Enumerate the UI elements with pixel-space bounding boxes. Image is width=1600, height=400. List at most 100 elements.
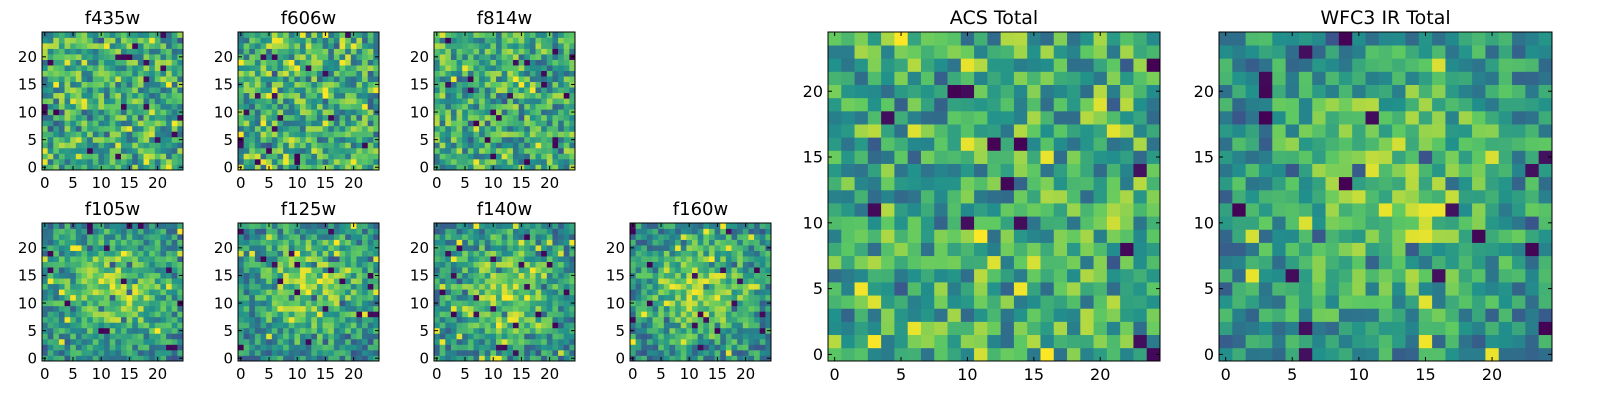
heatmap-cell — [288, 267, 295, 274]
heatmap-cell — [569, 256, 576, 262]
heatmap-cell — [484, 344, 491, 351]
heatmap-cell — [177, 158, 184, 165]
heatmap-cell — [243, 239, 250, 246]
heatmap-cell — [512, 43, 519, 49]
heatmap-cell — [283, 32, 290, 38]
heatmap-cell — [367, 305, 374, 312]
heatmap-cell — [154, 311, 161, 318]
heatmap-cell — [725, 261, 732, 268]
heatmap-cell — [496, 70, 503, 77]
heatmap-cell — [339, 48, 346, 55]
heatmap-cell — [541, 43, 548, 49]
heatmap-cell — [748, 283, 755, 290]
heatmap-cell — [87, 278, 94, 285]
heatmap-cell — [53, 245, 60, 251]
heatmap-cell — [535, 147, 542, 154]
heatmap-cell — [70, 245, 77, 251]
heatmap-cell — [98, 43, 105, 49]
heatmap-cell — [1013, 295, 1028, 309]
heatmap-cell — [120, 87, 127, 94]
heatmap-cell — [98, 245, 105, 251]
x-tick-label: 0 — [628, 365, 638, 383]
heatmap-cell — [569, 76, 576, 83]
heatmap-cell — [731, 349, 738, 356]
heatmap-cell — [479, 283, 486, 290]
heatmap-cell — [512, 349, 519, 356]
heatmap-cell — [731, 239, 738, 246]
heatmap-cell — [541, 250, 548, 257]
heatmap-cell — [563, 283, 570, 290]
heatmap-cell — [328, 327, 335, 334]
heatmap-cell — [266, 289, 273, 296]
heatmap-cell — [456, 239, 463, 246]
heatmap-cell — [283, 355, 290, 362]
heatmap-cell — [115, 103, 122, 110]
heatmap-cell — [115, 65, 122, 71]
heatmap-cell — [160, 327, 167, 334]
heatmap-cell — [854, 176, 869, 191]
heatmap-cell — [439, 311, 446, 318]
heatmap-cell — [445, 250, 452, 257]
heatmap-cell — [720, 234, 727, 240]
heatmap-cell — [288, 125, 295, 132]
heatmap-cell — [737, 294, 744, 301]
heatmap-cell — [316, 344, 323, 351]
heatmap-cell — [154, 87, 161, 94]
heatmap-cell — [737, 338, 744, 345]
x-tick-label: 0 — [40, 365, 50, 383]
heatmap-cell — [328, 70, 335, 77]
heatmap-cell — [283, 234, 290, 240]
heatmap-cell — [1093, 255, 1108, 270]
heatmap-cell — [350, 65, 357, 71]
heatmap-cell — [98, 333, 105, 340]
heatmap-cell — [518, 289, 525, 296]
heatmap-cell — [841, 282, 855, 296]
heatmap-cell — [260, 120, 267, 127]
heatmap-cell — [841, 203, 855, 217]
heatmap-cell — [731, 355, 738, 362]
heatmap-cell — [143, 147, 150, 154]
heatmap-cell — [646, 349, 653, 356]
heatmap-cell — [160, 76, 167, 83]
heatmap-cell — [362, 245, 369, 251]
heatmap-cell — [367, 65, 374, 71]
heatmap-cell — [53, 344, 60, 351]
heatmap-cell — [238, 349, 244, 356]
heatmap-cell — [742, 300, 749, 307]
heatmap-cell — [450, 278, 457, 285]
heatmap-cell — [300, 322, 307, 329]
heatmap-cell — [742, 256, 749, 262]
heatmap-cell — [920, 242, 935, 257]
heatmap-cell — [87, 109, 94, 116]
heatmap-cell — [70, 239, 77, 246]
heatmap-cell — [243, 338, 250, 345]
heatmap-cell — [300, 316, 307, 323]
heatmap-cell — [974, 321, 988, 336]
heatmap-cell — [126, 250, 133, 257]
heatmap-cell — [58, 327, 65, 334]
x-tick-label: 5 — [656, 365, 666, 383]
heatmap-cell — [558, 344, 565, 351]
heatmap-cell — [501, 158, 508, 165]
heatmap-cell — [630, 267, 636, 274]
heatmap-cell — [1027, 295, 1041, 309]
heatmap-cell — [154, 48, 161, 55]
heatmap-cell — [120, 98, 127, 105]
heatmap-cell — [524, 272, 531, 279]
heatmap-cell — [362, 322, 369, 329]
heatmap-cell — [552, 245, 559, 251]
heatmap-cell — [249, 294, 256, 301]
heatmap-cell — [126, 81, 133, 88]
heatmap-cell — [81, 76, 88, 83]
heatmap-cell — [450, 239, 457, 246]
heatmap-cell — [160, 333, 167, 340]
heatmap-cell — [1133, 347, 1148, 362]
heatmap-cell — [345, 223, 352, 229]
heatmap-cell — [132, 131, 139, 138]
heatmap-cell — [439, 114, 446, 121]
heatmap-cell — [1013, 282, 1028, 296]
heatmap-cell — [473, 81, 480, 88]
heatmap-cell — [987, 308, 1001, 322]
heatmap-cell — [473, 272, 480, 279]
heatmap-cell — [126, 37, 133, 44]
